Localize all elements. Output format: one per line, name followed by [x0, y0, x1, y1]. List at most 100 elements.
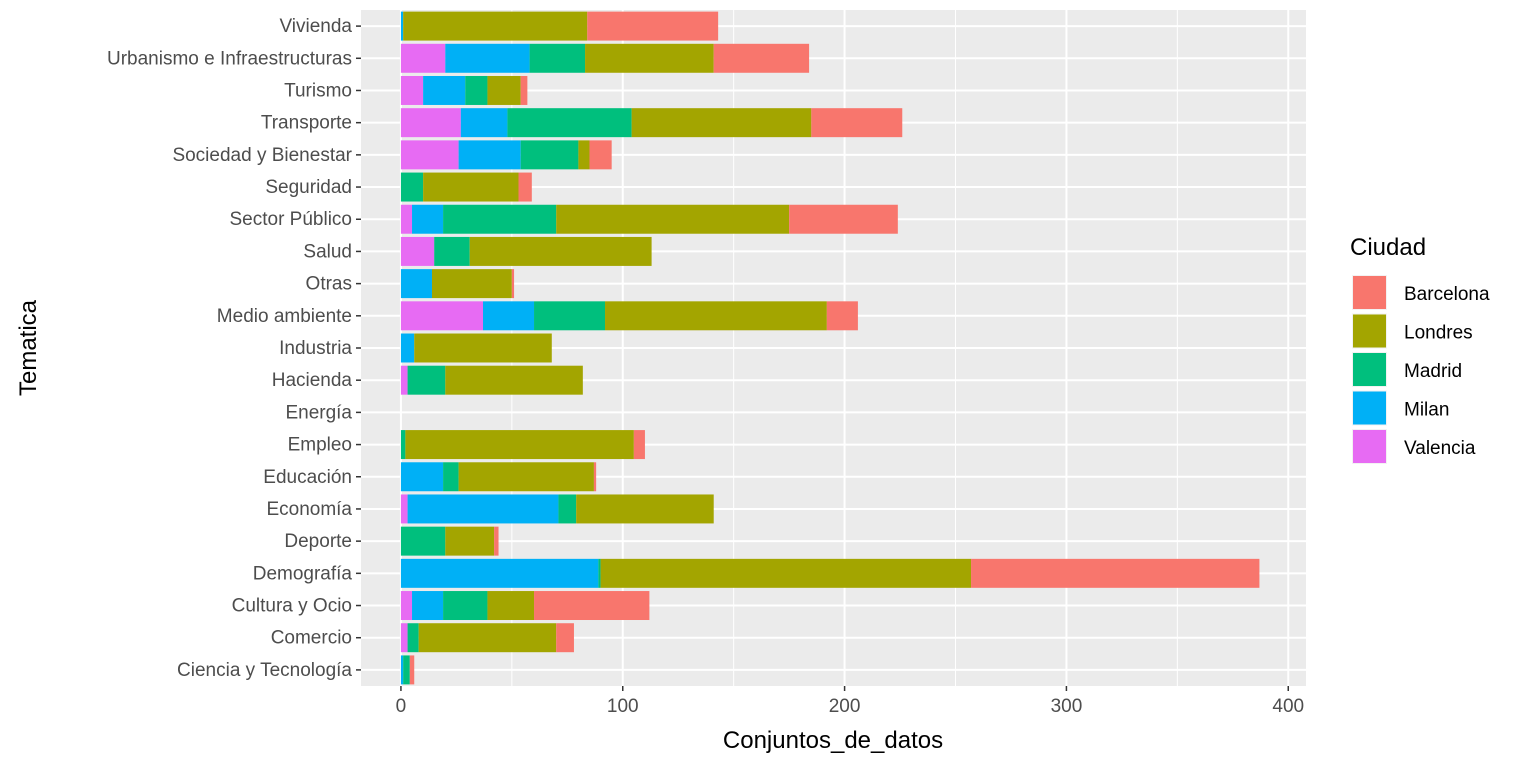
bar-londres-turismo: [487, 75, 521, 105]
bar-valencia-economia: [400, 494, 408, 524]
bar-madrid-educacion: [443, 462, 459, 492]
bar-madrid-empleo: [400, 430, 406, 460]
bar-barcelona-otras: [511, 269, 515, 299]
bar-barcelona-sociedad-y-bienestar: [589, 140, 612, 170]
grid-lines: [361, 10, 1306, 686]
y-tick-label-cultura-y-ocio: Cultura y Ocio: [232, 596, 352, 617]
bar-barcelona-seguridad: [518, 172, 532, 202]
y-tick-label-industria: Industria: [279, 338, 352, 359]
bar-milan-otras: [400, 269, 432, 299]
bar-valencia-salud: [400, 236, 435, 266]
bar-madrid-demografia: [598, 558, 601, 588]
y-tick-label-energia: Energía: [285, 402, 352, 423]
bar-barcelona-transporte: [811, 108, 903, 138]
y-axis: Vivienda Urbanismo e Infraestructuras Turi…: [107, 16, 361, 681]
bar-londres-vivienda: [403, 11, 588, 41]
bar-londres-cultura-y-ocio: [487, 591, 535, 621]
bar-londres-economia: [576, 494, 714, 524]
legend: Ciudad Barcelona Londres Madrid Milan Valenc…: [1350, 234, 1490, 464]
bar-milan-transporte: [460, 108, 508, 138]
x-tick-label-100: 100: [607, 696, 639, 717]
bar-milan-sociedad-y-bienestar: [458, 140, 521, 170]
bar-barcelona-medio-ambiente: [826, 301, 858, 331]
y-tick-label-hacienda: Hacienda: [272, 370, 353, 391]
bar-madrid-medio-ambiente: [534, 301, 606, 331]
bar-londres-salud: [469, 236, 652, 266]
bar-madrid-economia: [558, 494, 577, 524]
bar-barcelona-demografia: [971, 558, 1260, 588]
y-tick-label-educacion: Educación: [263, 467, 352, 488]
y-tick-label-otras: Otras: [306, 274, 352, 295]
y-tick-label-sector-publico: Sector Público: [229, 209, 352, 230]
bar-londres-transporte: [631, 108, 812, 138]
bar-londres-otras: [431, 269, 512, 299]
y-axis-title: Tematica: [15, 299, 42, 396]
bar-milan-turismo: [423, 75, 466, 105]
y-tick-label-turismo: Turismo: [284, 80, 352, 101]
bar-barcelona-empleo: [633, 430, 645, 460]
y-tick-label-seguridad: Seguridad: [265, 177, 352, 198]
bar-barcelona-turismo: [520, 75, 528, 105]
bar-londres-medio-ambiente: [605, 301, 827, 331]
y-tick-label-deporte: Deporte: [284, 531, 352, 552]
legend-swatch-valencia: [1353, 430, 1386, 463]
bar-madrid-comercio: [407, 623, 419, 653]
bar-milan-urbanismo-e-infraestructuras: [445, 43, 530, 73]
bar-madrid-seguridad: [400, 172, 424, 202]
bar-barcelona-deporte: [494, 526, 499, 556]
legend-label-londres: Londres: [1404, 323, 1473, 344]
bar-barcelona-urbanismo-e-infraestructuras: [713, 43, 810, 73]
bar-madrid-ciencia-y-tecnologia: [403, 655, 410, 685]
bar-milan-educacion: [400, 462, 444, 492]
y-tick-label-salud: Salud: [303, 241, 352, 262]
bars: [400, 11, 1260, 685]
bar-londres-empleo: [405, 430, 634, 460]
bar-valencia-turismo: [400, 75, 424, 105]
bar-londres-sociedad-y-bienestar: [578, 140, 590, 170]
x-tick-label-0: 0: [396, 696, 407, 717]
bar-milan-demografia: [400, 558, 599, 588]
bar-barcelona-educacion: [593, 462, 597, 492]
bar-barcelona-comercio: [556, 623, 574, 653]
bar-londres-urbanismo-e-infraestructuras: [585, 43, 714, 73]
bar-londres-hacienda: [445, 365, 583, 395]
legend-swatch-madrid: [1353, 353, 1386, 386]
y-tick-label-medio-ambiente: Medio ambiente: [217, 306, 352, 327]
bar-valencia-sector-publico: [400, 204, 413, 234]
y-tick-label-demografia: Demografía: [253, 563, 353, 584]
bar-madrid-transporte: [507, 108, 632, 138]
x-tick-label-300: 300: [1051, 696, 1083, 717]
y-tick-label-vivienda: Vivienda: [279, 16, 352, 37]
x-axis-title: Conjuntos_de_datos: [723, 727, 943, 754]
y-tick-label-empleo: Empleo: [288, 435, 352, 456]
legend-label-milan: Milan: [1404, 400, 1449, 421]
y-tick-label-transporte: Transporte: [261, 113, 352, 134]
bar-valencia-urbanismo-e-infraestructuras: [400, 43, 446, 73]
bar-madrid-cultura-y-ocio: [443, 591, 488, 621]
bar-barcelona-cultura-y-ocio: [534, 591, 650, 621]
bar-milan-vivienda: [400, 11, 404, 41]
y-tick-label-economia: Economía: [266, 499, 352, 520]
bar-barcelona-sector-publico: [789, 204, 898, 234]
bar-londres-demografia: [600, 558, 972, 588]
y-tick-label-ciencia-y-tecnologia: Ciencia y Tecnología: [177, 660, 352, 681]
bar-milan-economia: [407, 494, 559, 524]
legend-swatch-barcelona: [1353, 276, 1386, 309]
legend-label-madrid: Madrid: [1404, 361, 1462, 382]
legend-swatch-milan: [1353, 391, 1386, 425]
bar-milan-sector-publico: [412, 204, 444, 234]
legend-title: Ciudad: [1350, 234, 1426, 261]
bar-madrid-deporte: [400, 526, 446, 556]
bar-londres-deporte: [445, 526, 495, 556]
y-tick-label-urbanismo-e-infraestructuras: Urbanismo e Infraestructuras: [107, 48, 352, 69]
bar-madrid-sector-publico: [443, 204, 557, 234]
bar-milan-cultura-y-ocio: [412, 591, 444, 621]
y-tick-label-sociedad-y-bienestar: Sociedad y Bienestar: [172, 145, 352, 166]
bar-madrid-hacienda: [407, 365, 446, 395]
bar-madrid-salud: [434, 236, 470, 266]
bar-londres-sector-publico: [556, 204, 790, 234]
bar-valencia-hacienda: [400, 365, 408, 395]
y-tick-label-comercio: Comercio: [271, 628, 352, 649]
bar-barcelona-vivienda: [587, 11, 719, 41]
bar-milan-ciencia-y-tecnologia: [400, 655, 404, 685]
